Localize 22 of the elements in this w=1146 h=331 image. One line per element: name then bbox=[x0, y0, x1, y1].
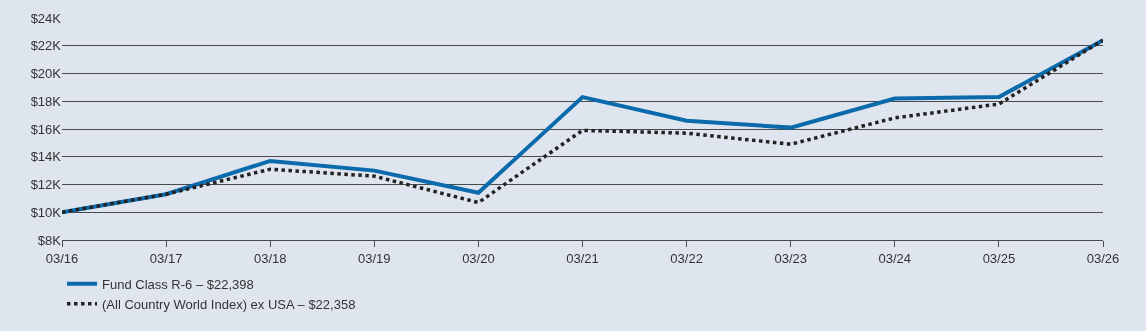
x-tick-label: 03/23 bbox=[774, 250, 807, 266]
x-tick-label: 03/24 bbox=[878, 250, 912, 266]
x-tick-label: 03/21 bbox=[566, 250, 599, 266]
x-tick-label: 03/17 bbox=[149, 250, 183, 266]
y-tick-label: $16K bbox=[30, 121, 62, 137]
y-tick-label: $12K bbox=[30, 177, 62, 193]
x-tick-label: 03/18 bbox=[253, 250, 287, 266]
x-tick-label: 03/16 bbox=[45, 250, 79, 266]
legend-label: (All Country World Index) ex USA – $22,358 bbox=[102, 296, 356, 312]
x-tick-label: 03/22 bbox=[670, 250, 703, 266]
y-tick-label: $20K bbox=[30, 66, 62, 82]
x-tick-label: 03/20 bbox=[462, 250, 495, 266]
x-tick-label: 03/25 bbox=[982, 250, 1016, 266]
x-tick-label: 03/26 bbox=[1086, 250, 1120, 266]
x-tick-label: 03/19 bbox=[358, 250, 391, 266]
legend-label: Fund Class R-6 – $22,398 bbox=[102, 276, 254, 292]
y-tick-label: $8K bbox=[37, 232, 62, 248]
y-tick-label: $24K bbox=[30, 10, 62, 26]
y-tick-label: $22K bbox=[30, 38, 62, 54]
y-tick-label: $10K bbox=[30, 204, 62, 220]
y-tick-label: $14K bbox=[30, 149, 62, 165]
y-tick-label: $18K bbox=[30, 93, 62, 109]
